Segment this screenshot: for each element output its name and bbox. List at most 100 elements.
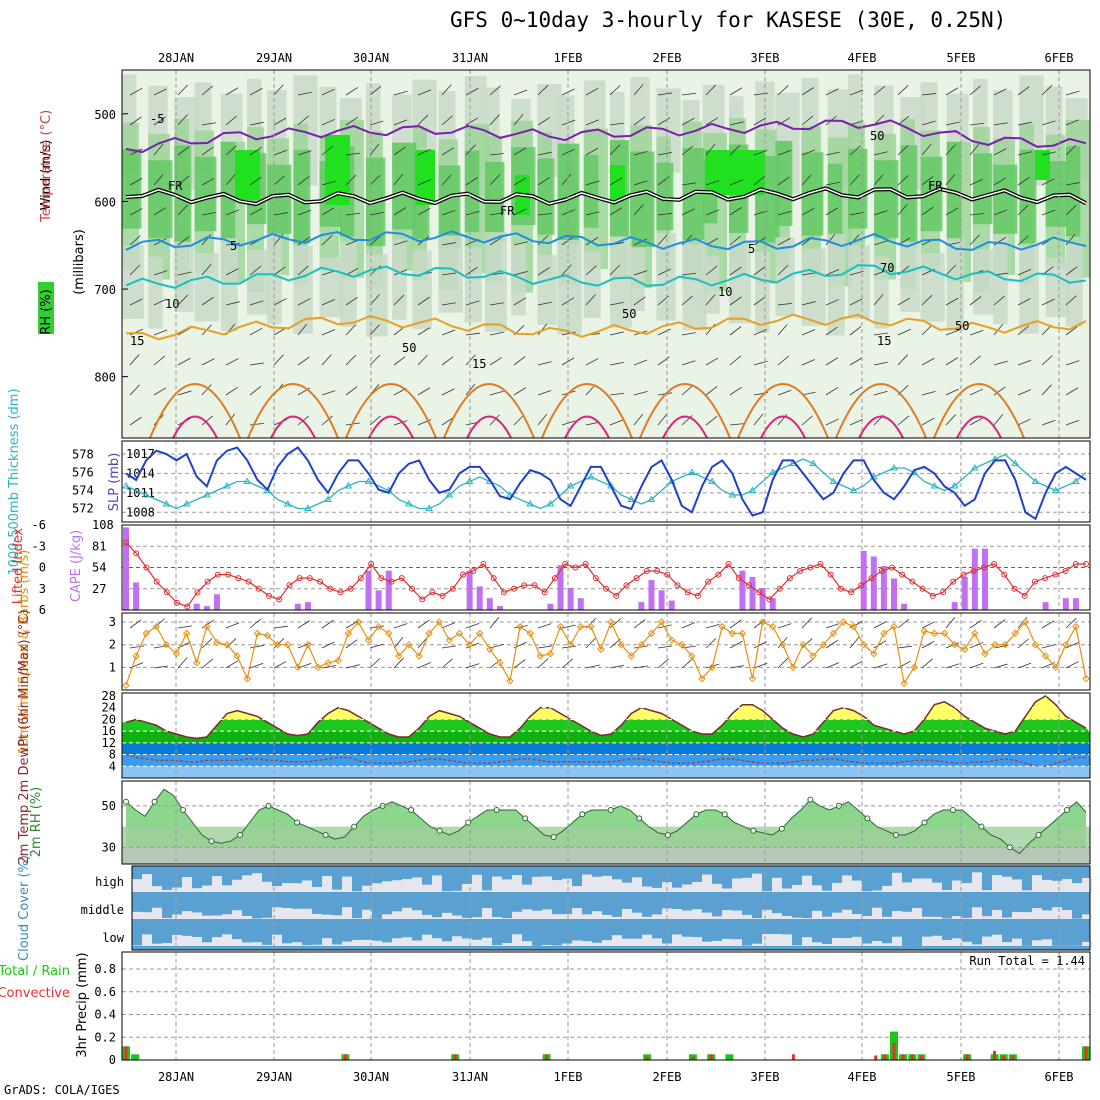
cloud-bar <box>322 914 332 919</box>
wind-barb <box>249 362 264 366</box>
cloud-bar <box>632 877 642 892</box>
wind-barb <box>561 420 576 426</box>
cloud-bar <box>582 914 592 919</box>
wind-barb <box>561 173 572 186</box>
wind-barb <box>993 360 1008 366</box>
wind-barb-10m <box>561 645 576 649</box>
lifted-index-marker <box>909 578 916 585</box>
cloud-bar <box>652 887 662 892</box>
wind-barb <box>657 212 672 216</box>
lifted-index-marker <box>888 564 895 571</box>
date-label-top: 4FEB <box>848 51 877 65</box>
cloud-bar <box>302 908 312 919</box>
wind-barb <box>417 354 428 366</box>
lifted-index-marker <box>582 560 589 567</box>
wind-barb-10m <box>393 657 404 669</box>
lifted-index-marker <box>296 575 303 582</box>
wind-barb <box>249 422 264 426</box>
wind-speed-marker <box>122 681 130 690</box>
wind-barb-10m <box>969 642 984 649</box>
rh-shade <box>537 158 555 235</box>
lifted-index-marker <box>327 585 334 592</box>
rh-marker <box>693 811 700 818</box>
lifted-index-marker <box>153 578 160 585</box>
wind-speed-marker <box>779 640 787 649</box>
rh-shade <box>438 165 461 249</box>
wind-barb <box>249 121 264 126</box>
temp-contour-20 <box>443 383 535 439</box>
wind-barb <box>585 87 599 96</box>
cloud-bar <box>792 917 802 919</box>
cloud-bar <box>482 890 492 892</box>
cloud-bar <box>412 910 422 919</box>
cloud-bar <box>982 936 992 946</box>
cloud-bar <box>302 880 312 892</box>
wind-barb <box>489 414 500 426</box>
wind-barb-10m <box>897 660 911 669</box>
rh-marker <box>978 823 985 830</box>
thickness-marker <box>950 482 959 489</box>
cloud-bar <box>222 885 232 892</box>
wind-barb <box>1065 90 1080 96</box>
wind-barb <box>225 209 240 216</box>
cloud-bar <box>142 874 152 892</box>
precip-convective-bar <box>901 1054 905 1060</box>
slp-frame <box>121 440 1091 523</box>
wind-barb <box>801 87 815 96</box>
thickness-marker <box>243 477 252 484</box>
wind-barb <box>897 204 908 216</box>
wind-barb-10m <box>921 621 935 629</box>
cloud-bar <box>362 909 372 919</box>
wind-barb <box>609 392 624 396</box>
wind-barb <box>729 296 742 306</box>
wind-barb <box>969 234 980 246</box>
wind-barb-10m <box>777 657 789 669</box>
wind-barb <box>321 235 333 246</box>
wind-barb <box>273 266 286 276</box>
rh-patch <box>610 165 625 200</box>
cloud-bar <box>792 945 802 946</box>
wind-speed-marker <box>193 659 201 667</box>
date-label-top: 30JAN <box>353 51 389 65</box>
wind-barb <box>801 149 816 156</box>
rh-shade <box>464 150 480 233</box>
cloud-bar <box>912 878 922 892</box>
wind-barb <box>801 415 813 426</box>
slp-tick-label: 1008 <box>126 505 155 519</box>
wind-speed-marker <box>819 640 827 649</box>
wind-barb <box>921 120 936 126</box>
cloud-level-label: middle <box>81 903 124 917</box>
lifted-index-marker <box>919 585 926 592</box>
wind-barb <box>753 296 766 306</box>
rh-legend-label: RH (%) <box>39 289 54 334</box>
thickness-marker <box>445 491 454 498</box>
cloud-axis-label: Cloud Cover (%) <box>17 855 32 961</box>
date-label-bottom: 6FEB <box>1045 1070 1074 1084</box>
rh-shade <box>801 248 826 326</box>
temp-contour-25 <box>564 415 610 439</box>
wind-barb <box>585 384 596 396</box>
cloud-bar <box>952 938 962 946</box>
cloud-bar <box>842 909 852 919</box>
thickness-marker <box>970 464 979 471</box>
wind-speed-marker <box>880 629 888 638</box>
wind-barb <box>369 174 381 186</box>
wind-barb <box>177 175 190 186</box>
wind-barb <box>369 235 381 246</box>
wind-barb <box>921 294 933 306</box>
cloud-bar <box>592 911 602 919</box>
cloud-bar <box>402 907 412 919</box>
wind-speed-marker <box>546 650 555 658</box>
thickness-marker <box>546 500 555 507</box>
wind-barb <box>849 419 863 426</box>
lifted-index-marker <box>460 571 467 578</box>
cloud-bar <box>462 883 472 892</box>
wind-barb <box>729 206 742 216</box>
li-tick-label: -3 <box>32 539 46 553</box>
wind-barb <box>753 117 767 126</box>
wind-speed-marker <box>718 622 726 631</box>
wind-barb <box>321 299 335 306</box>
wind-speed-marker <box>172 650 181 658</box>
thickness-marker <box>526 500 535 507</box>
wind-barb <box>153 88 167 96</box>
